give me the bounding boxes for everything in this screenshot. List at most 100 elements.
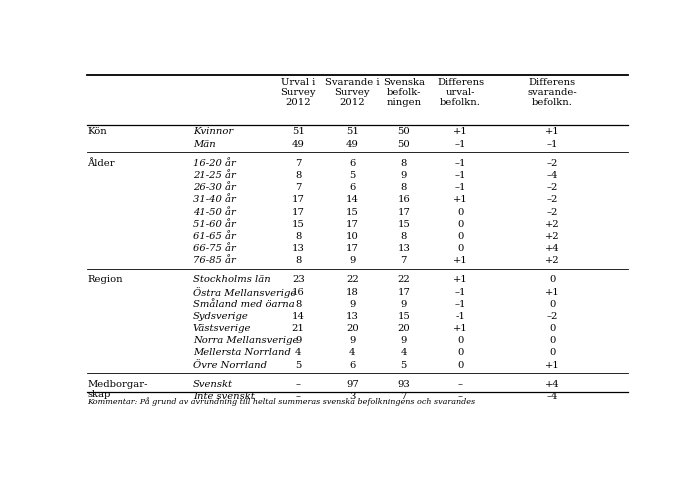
Text: 17: 17	[346, 243, 359, 253]
Text: +1: +1	[545, 287, 560, 296]
Text: +1: +1	[545, 360, 560, 369]
Text: 7: 7	[401, 256, 407, 265]
Text: 0: 0	[549, 275, 556, 284]
Text: Differens
svarande-
befolkn.: Differens svarande- befolkn.	[528, 78, 577, 107]
Text: +1: +1	[453, 256, 468, 265]
Text: –1: –1	[455, 299, 466, 308]
Text: 8: 8	[401, 183, 407, 192]
Text: +2: +2	[545, 256, 560, 265]
Text: 17: 17	[292, 195, 304, 204]
Text: +2: +2	[545, 219, 560, 228]
Text: –: –	[458, 391, 463, 400]
Text: 0: 0	[549, 324, 556, 332]
Text: Kön: Kön	[87, 127, 107, 136]
Text: 97: 97	[346, 379, 359, 388]
Text: 7: 7	[401, 391, 407, 400]
Text: 51: 51	[292, 127, 304, 136]
Text: 16-20 år: 16-20 år	[193, 158, 235, 167]
Text: 41-50 år: 41-50 år	[193, 207, 235, 216]
Text: 6: 6	[349, 360, 355, 369]
Text: 9: 9	[295, 336, 302, 345]
Text: –1: –1	[455, 287, 466, 296]
Text: 14: 14	[292, 311, 305, 320]
Text: 21: 21	[292, 324, 304, 332]
Text: 9: 9	[401, 299, 407, 308]
Text: Ålder: Ålder	[87, 158, 115, 167]
Text: 0: 0	[457, 348, 463, 357]
Text: Svarande i
Survey
2012: Svarande i Survey 2012	[325, 78, 380, 107]
Text: Norra Mellansverige: Norra Mellansverige	[193, 336, 298, 345]
Text: 20: 20	[397, 324, 410, 332]
Text: 7: 7	[295, 158, 302, 167]
Text: –1: –1	[455, 158, 466, 167]
Text: 9: 9	[349, 256, 355, 265]
Text: +4: +4	[545, 243, 560, 253]
Text: 17: 17	[346, 219, 359, 228]
Text: 0: 0	[457, 231, 463, 240]
Text: +1: +1	[453, 324, 468, 332]
Text: 16: 16	[397, 195, 410, 204]
Text: 5: 5	[401, 360, 407, 369]
Text: +1: +1	[453, 195, 468, 204]
Text: –2: –2	[547, 207, 558, 216]
Text: 51: 51	[346, 127, 359, 136]
Text: 8: 8	[401, 158, 407, 167]
Text: 8: 8	[295, 299, 302, 308]
Text: Mellersta Norrland: Mellersta Norrland	[193, 348, 290, 357]
Text: +1: +1	[545, 127, 560, 136]
Text: 8: 8	[401, 231, 407, 240]
Text: Kvinnor: Kvinnor	[193, 127, 233, 136]
Text: 13: 13	[346, 311, 359, 320]
Text: –1: –1	[455, 183, 466, 192]
Text: 5: 5	[295, 360, 302, 369]
Text: Stockholms län: Stockholms län	[193, 275, 271, 284]
Text: 93: 93	[397, 379, 410, 388]
Text: +1: +1	[453, 275, 468, 284]
Text: 17: 17	[397, 287, 410, 296]
Text: 31-40 år: 31-40 år	[193, 195, 235, 204]
Text: –1: –1	[547, 139, 558, 148]
Text: 3: 3	[349, 391, 355, 400]
Text: 13: 13	[292, 243, 304, 253]
Text: 22: 22	[397, 275, 410, 284]
Text: 49: 49	[346, 139, 359, 148]
Text: 9: 9	[349, 336, 355, 345]
Text: 8: 8	[295, 256, 302, 265]
Text: 0: 0	[457, 219, 463, 228]
Text: –1: –1	[455, 139, 466, 148]
Text: Region: Region	[87, 275, 123, 284]
Text: –2: –2	[547, 183, 558, 192]
Text: 4: 4	[295, 348, 302, 357]
Text: Differens
urval-
befolkn.: Differens urval- befolkn.	[437, 78, 484, 107]
Text: 0: 0	[457, 360, 463, 369]
Text: 4: 4	[401, 348, 407, 357]
Text: –: –	[296, 391, 301, 400]
Text: 13: 13	[397, 243, 410, 253]
Text: 50: 50	[397, 139, 410, 148]
Text: –4: –4	[547, 391, 558, 400]
Text: 15: 15	[292, 219, 304, 228]
Text: 14: 14	[346, 195, 359, 204]
Text: 0: 0	[457, 243, 463, 253]
Text: Urval i
Survey
2012: Urval i Survey 2012	[281, 78, 316, 107]
Text: 0: 0	[457, 336, 463, 345]
Text: 18: 18	[346, 287, 359, 296]
Text: Svenskt: Svenskt	[193, 379, 232, 388]
Text: 50: 50	[397, 127, 410, 136]
Text: Sydsverige: Sydsverige	[193, 311, 248, 320]
Text: 49: 49	[292, 139, 304, 148]
Text: 9: 9	[349, 299, 355, 308]
Text: 0: 0	[549, 299, 556, 308]
Text: 51-60 år: 51-60 år	[193, 219, 235, 228]
Text: –2: –2	[547, 195, 558, 204]
Text: 6: 6	[349, 158, 355, 167]
Text: 20: 20	[346, 324, 359, 332]
Text: 9: 9	[401, 336, 407, 345]
Text: 16: 16	[292, 287, 304, 296]
Text: 9: 9	[401, 171, 407, 180]
Text: 0: 0	[549, 336, 556, 345]
Text: –: –	[296, 379, 301, 388]
Text: 21-25 år: 21-25 år	[193, 171, 235, 180]
Text: 5: 5	[349, 171, 355, 180]
Text: –1: –1	[455, 171, 466, 180]
